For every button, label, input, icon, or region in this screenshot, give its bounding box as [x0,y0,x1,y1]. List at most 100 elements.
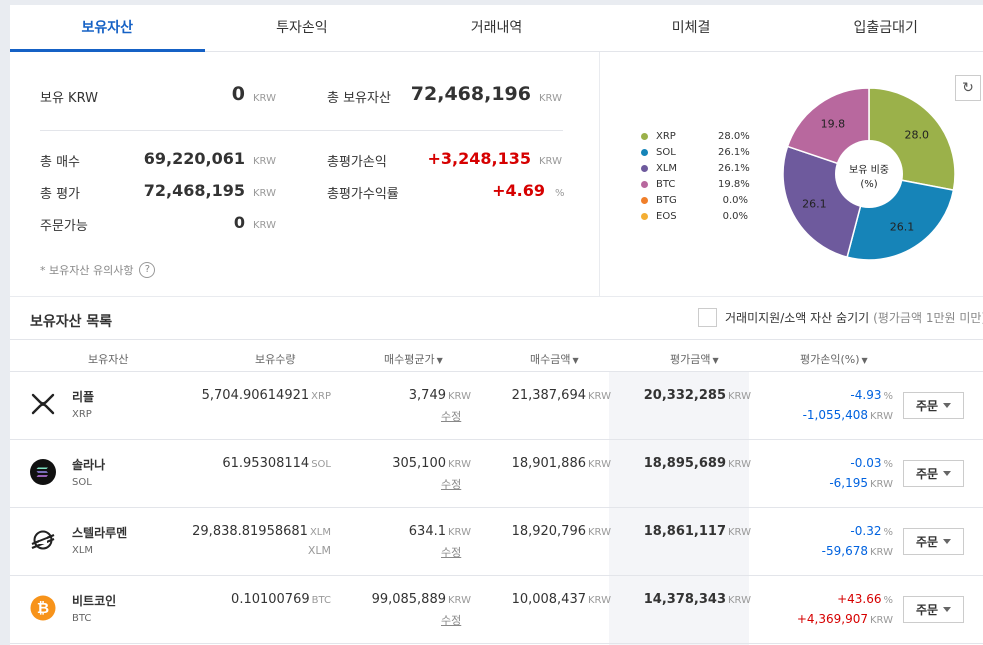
holdings-list-title: 보유자산 목록 [30,314,113,330]
holding-quantity-value: 5,704.90614921 [201,388,310,403]
coin-name[interactable]: 리플 [72,390,95,404]
legend-name: BTC [656,178,676,190]
tab-pending-transfers[interactable]: 입출금대기 [853,20,918,36]
coin-name[interactable]: 솔라나 [72,458,106,472]
legend-item: SOL 26.1% [641,144,750,160]
available-value: 0 [233,213,245,232]
pnl-rate-value: -0.32 [850,524,882,538]
pie-slice-label: 26.1 [802,197,827,210]
col-pnl[interactable]: 평가손익(%) ▼ [800,351,868,367]
tab-unfilled[interactable]: 미체결 [671,20,711,36]
table-row[interactable]: 스텔라루멘 XLM 29,838.81958681 XLM XLM 634.1 KRW 수정 1… [10,508,983,576]
avg-buy-price-value: 99,085,889 [371,592,446,607]
pnl-amount-unit: KRW [870,547,893,558]
asset-summary: 보유 KRW 0 KRW 총 보유자산 72,468,196 KRW 총 매수 … [10,52,600,296]
hide-small-assets-toggle[interactable]: 거래미지원/소액 자산 숨기기 (평가금액 1만원 미만) [698,308,983,327]
pnl-rate: -0.03% [850,456,893,470]
col-buy-amount[interactable]: 매수금액 ▼ [530,351,579,367]
coin-name[interactable]: 스텔라루멘 [72,526,128,540]
avg-buy-price-unit: KRW [448,391,471,402]
total-buy-label: 총 매수 [40,155,81,170]
hide-small-assets-note: (평가금액 1만원 미만) [873,311,983,325]
pnl-amount: -1,055,408 KRW [803,408,893,422]
pie-slice-label: 19.8 [821,118,846,131]
coin-name[interactable]: 비트코인 [72,594,117,608]
stellar-icon [30,527,56,553]
pnl-rate: -0.32% [850,524,893,538]
chevron-down-icon [943,607,952,612]
ripple-icon [30,391,56,417]
eval-column-highlight [609,372,749,645]
eval-amount: 20,332,285 KRW [644,388,751,403]
buy-amount: 18,920,796 KRW [512,524,611,539]
eval-amount: 14,378,343 KRW [644,592,751,607]
total-pnl-value: +3,248,135 [427,149,532,168]
order-button-label: 주문 [915,467,939,481]
avg-buy-price: 99,085,889 KRW [372,592,471,607]
total-pnl-rate-value: +4.69 [492,181,545,200]
krw-label: 보유 KRW [40,91,98,106]
avg-buy-price: 634.1 KRW [409,524,471,539]
eval-amount-unit: KRW [728,595,751,606]
table-row[interactable]: ₿ 비트코인 BTC 0.10100769 BTC 99,085,889 KRW 수정 10,0… [10,576,983,644]
order-button[interactable]: 주문 [903,392,964,419]
edit-avg-price-link[interactable]: 수정 [441,546,462,559]
col-avg-price[interactable]: 매수평균가 ▼ [384,351,443,367]
asset-notice[interactable]: * 보유자산 유의사항 ? [40,262,156,278]
holdings-column-header: 보유자산 보유수량 매수평균가 ▼ 매수금액 ▼ 평가금액 ▼ 평가손익(%) ▼ [10,340,983,372]
holding-quantity-unit: XLM [309,527,331,538]
pnl-rate-value: -4.93 [850,388,882,402]
asset-notice-text: * 보유자산 유의사항 [40,264,134,277]
legend-value: 26.1% [718,146,750,158]
chevron-down-icon [943,403,952,408]
pnl-amount-unit: KRW [870,479,893,490]
eval-amount-value: 20,332,285 [643,388,726,403]
pie-center-label: (%) [860,179,877,190]
order-button[interactable]: 주문 [903,596,964,623]
holdings-list-header: 보유자산 목록 거래미지원/소액 자산 숨기기 (평가금액 1만원 미만) [10,296,983,340]
edit-avg-price-link[interactable]: 수정 [441,614,462,627]
hide-small-assets-checkbox[interactable] [698,308,717,327]
order-button-label: 주문 [915,399,939,413]
legend-item: XRP 28.0% [641,128,750,144]
eval-amount-value: 18,861,117 [643,524,726,539]
pnl-amount: -59,678 KRW [822,544,893,558]
edit-avg-price-link[interactable]: 수정 [441,478,462,491]
pnl-amount: -6,195 KRW [829,476,893,490]
question-icon[interactable]: ? [139,262,156,278]
available-label: 주문가능 [40,219,88,234]
table-row[interactable]: 솔라나 SOL 61.95308114 SOL 305,100 KRW 수정 18,901,8… [10,440,983,508]
col-pnl-label: 평가손익(%) [800,353,860,366]
col-eval-amount[interactable]: 평가금액 ▼ [670,351,719,367]
order-button[interactable]: 주문 [903,460,964,487]
tab-history[interactable]: 거래내역 [470,20,523,36]
order-button[interactable]: 주문 [903,528,964,555]
legend-name: SOL [656,146,676,158]
pnl-amount-value: -1,055,408 [802,408,868,422]
edit-avg-price-link[interactable]: 수정 [441,410,462,423]
krw-value: 0 [231,83,245,105]
holding-quantity: 61.95308114 SOL [222,456,331,471]
col-buy-amount-label: 매수금액 [530,353,571,366]
legend-name: XLM [656,162,678,174]
holding-ratio-chart: ↻ XRP 28.0% SOL 26.1% XLM 26.1% BTC 19.8% BTG 0.0… [601,52,983,296]
assets-panel: 보유자산 투자손익 거래내역 미체결 입출금대기 보유 KRW 0 KRW 총 … [10,5,983,645]
buy-amount-unit: KRW [588,459,611,470]
buy-amount-unit: KRW [588,527,611,538]
holding-quantity-unit: SOL [311,459,331,470]
pnl-amount-value: +4,369,907 [796,612,868,626]
sort-down-icon: ▼ [861,356,868,365]
legend-dot [641,196,648,204]
total-eval-value: 72,468,195 [143,181,245,200]
table-row[interactable]: 리플 XRP 5,704.90614921 XRP 3,749 KRW 수정 21,387,6… [10,372,983,440]
total-pnl-unit: KRW [539,156,562,167]
tab-holdings[interactable]: 보유자산 [10,5,205,52]
pnl-rate-value: +43.66 [837,592,882,606]
refresh-icon[interactable]: ↻ [955,75,981,101]
pnl-amount-unit: KRW [870,411,893,422]
available-unit: KRW [253,220,276,231]
buy-amount-value: 18,920,796 [511,524,586,539]
eval-amount-value: 18,895,689 [643,456,726,471]
eval-amount-unit: KRW [728,391,751,402]
tab-profit[interactable]: 투자손익 [276,20,328,36]
